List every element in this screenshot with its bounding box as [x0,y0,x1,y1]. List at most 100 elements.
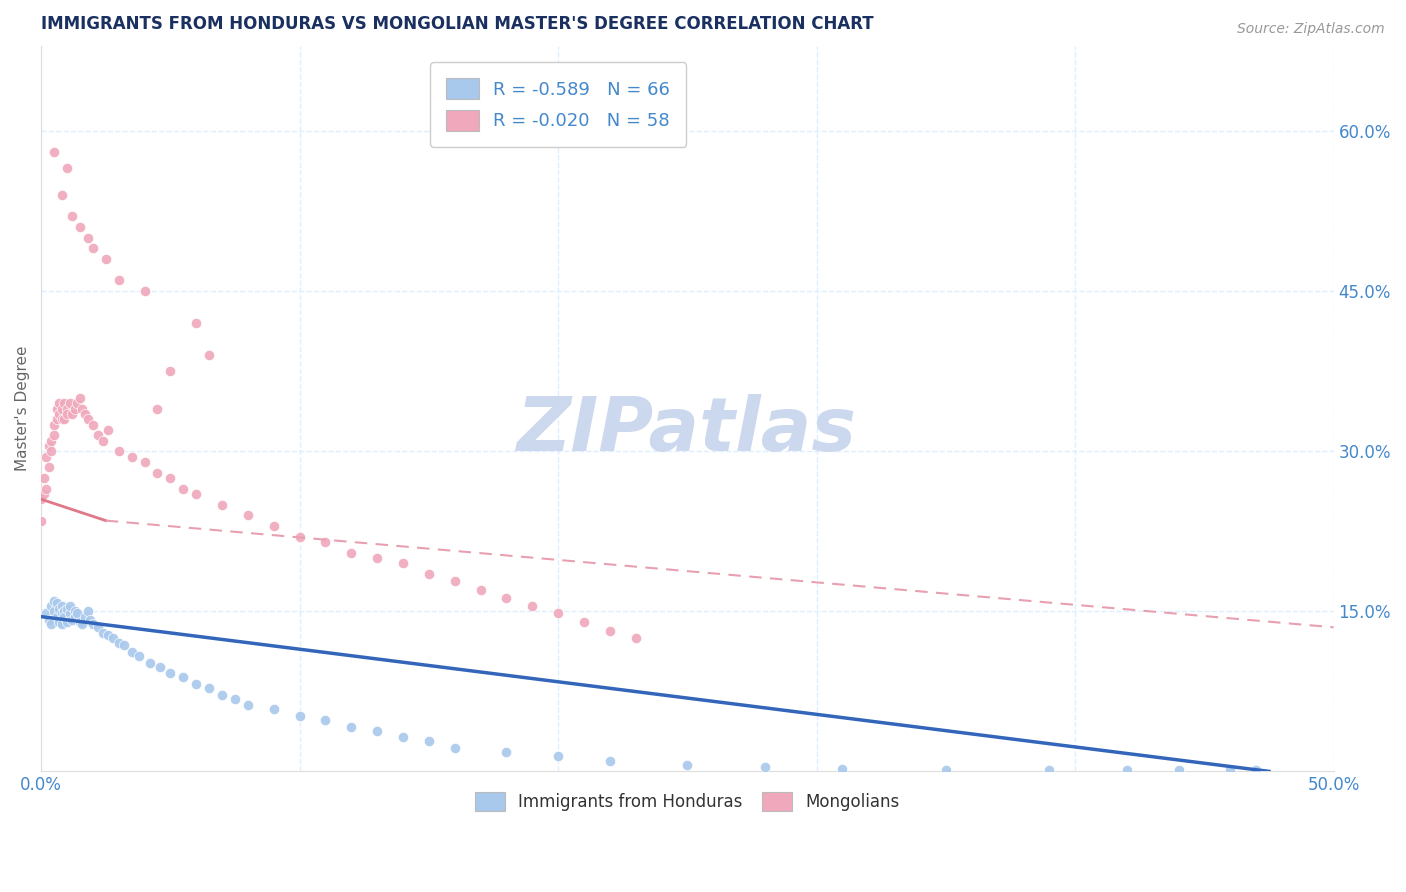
Point [79,613,101,627]
Y-axis label: Master's Degree: Master's Degree [15,346,30,471]
Point [314,535,336,549]
Point [159,471,181,485]
Point [935,764,957,778]
Point [41,599,63,613]
Point [112,639,135,653]
Point [676,758,699,772]
Legend: Immigrants from Honduras, Mongolians: Immigrants from Honduras, Mongolians [468,785,907,817]
Point [366,723,388,738]
Point [87,620,110,634]
Point [198,681,221,695]
Point [107,636,129,650]
Point [69,220,91,235]
Point [263,519,285,533]
Point [42,417,65,432]
Point [392,556,415,570]
Point [41,434,63,448]
Point [186,316,208,330]
Text: IMMIGRANTS FROM HONDURAS VS MONGOLIAN MASTER'S DEGREE CORRELATION CHART: IMMIGRANTS FROM HONDURAS VS MONGOLIAN MA… [41,15,873,33]
Point [340,720,363,734]
Point [38,613,60,627]
Point [42,593,65,607]
Point [107,273,129,287]
Point [211,498,233,512]
Point [73,609,96,624]
Point [51,599,73,613]
Point [340,546,363,560]
Point [211,688,233,702]
Point [41,617,63,632]
Point [224,691,246,706]
Point [172,482,194,496]
Point [87,428,110,442]
Point [172,670,194,684]
Point [495,591,517,606]
Point [236,508,259,523]
Point [1244,764,1267,778]
Text: ZIPatlas: ZIPatlas [517,393,858,467]
Point [76,604,98,618]
Point [56,401,79,416]
Point [53,604,76,618]
Point [547,749,569,764]
Point [51,412,73,426]
Point [1038,764,1060,778]
Point [56,407,79,421]
Point [53,396,76,410]
Point [366,550,388,565]
Point [138,656,160,670]
Point [1167,764,1189,778]
Point [288,530,311,544]
Point [128,649,150,664]
Point [72,617,94,632]
Point [42,145,65,160]
Point [121,645,143,659]
Point [45,412,67,426]
Point [51,607,73,621]
Point [91,625,114,640]
Point [69,391,91,405]
Point [45,596,67,610]
Point [60,407,83,421]
Point [470,582,492,597]
Point [314,713,336,727]
Point [82,617,104,632]
Point [30,492,52,507]
Point [288,709,311,723]
Point [58,396,80,410]
Point [58,599,80,613]
Point [42,604,65,618]
Point [48,407,70,421]
Point [48,396,70,410]
Point [146,401,169,416]
Point [159,666,181,681]
Point [236,698,259,713]
Point [48,602,70,616]
Point [1219,764,1241,778]
Point [418,566,440,581]
Point [599,754,621,768]
Point [263,702,285,716]
Point [1115,764,1137,778]
Point [107,444,129,458]
Point [443,574,465,589]
Text: Source: ZipAtlas.com: Source: ZipAtlas.com [1237,22,1385,37]
Point [53,412,76,426]
Point [53,609,76,624]
Point [76,412,98,426]
Point [754,760,776,774]
Point [186,487,208,501]
Point [198,348,221,362]
Point [392,730,415,744]
Point [121,450,143,464]
Point [56,615,79,629]
Point [45,401,67,416]
Point [48,615,70,629]
Point [63,609,86,624]
Point [51,401,73,416]
Point [56,602,79,616]
Point [63,401,86,416]
Point [51,188,73,202]
Point [82,417,104,432]
Point [35,450,58,464]
